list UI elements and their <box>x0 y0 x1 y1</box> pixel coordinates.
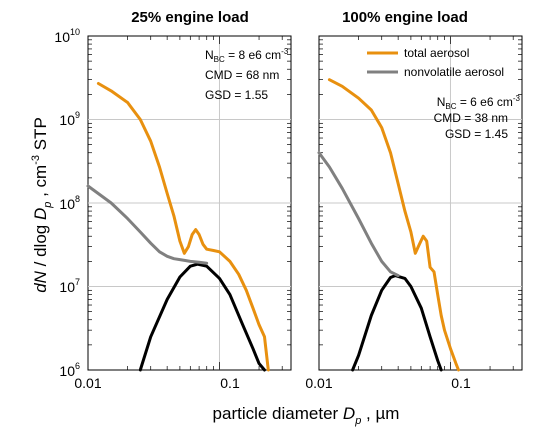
right-plot-area <box>317 78 460 372</box>
x-tick-label-left-0.1: 0.1 <box>220 375 240 391</box>
left-annotation: NBC = 8 e6 cm-3 CMD = 68 nm GSD = 1.55 <box>205 47 289 102</box>
left-series-total-aerosol <box>96 82 270 372</box>
left-gsd-annotation: GSD = 1.55 <box>205 88 268 102</box>
y-tick-label-1e7: 107 <box>59 277 80 295</box>
left-gridlines <box>87 36 291 370</box>
y-tick-labels: 1010 109 108 107 106 <box>54 27 80 379</box>
y-tick-label-1e8: 108 <box>59 194 80 212</box>
right-series-total-aerosol <box>327 78 460 372</box>
x-tick-label-right-0.01: 0.01 <box>305 375 332 391</box>
right-gridlines <box>318 36 522 370</box>
right-annotation: NBC = 6 e6 cm-3 CMD = 38 nm GSD = 1.45 <box>434 94 521 141</box>
left-series-nonvolatile-aerosol <box>86 184 209 265</box>
y-axis-label: dN / dlog Dp , cm-3 STP <box>30 117 54 293</box>
right-gsd-annotation: GSD = 1.45 <box>445 127 508 141</box>
legend-label-total: total aerosol <box>404 46 469 60</box>
x-tick-label-left-0.01: 0.01 <box>74 375 101 391</box>
right-cmd-annotation: CMD = 38 nm <box>434 111 508 125</box>
left-panel <box>86 35 292 372</box>
x-tick-label-right-0.1: 0.1 <box>451 375 471 391</box>
left-panel-title: 25% engine load <box>131 9 249 26</box>
right-series-black-carbon-fit <box>351 274 443 372</box>
right-panel <box>317 35 523 372</box>
y-tick-label-1e10: 1010 <box>54 27 80 45</box>
y-tick-label-1e6: 106 <box>59 361 80 379</box>
x-axis-label: particle diameter Dp , µm <box>213 404 400 427</box>
left-cmd-annotation: CMD = 68 nm <box>205 68 279 82</box>
left-nbc-annotation: NBC = 8 e6 cm-3 <box>205 47 289 64</box>
left-series-black-carbon-fit <box>138 262 266 372</box>
left-plot-area <box>86 82 270 372</box>
right-series-nonvolatile-aerosol <box>317 151 400 278</box>
right-panel-title: 100% engine load <box>342 9 468 26</box>
legend: total aerosol nonvolatile aerosol <box>367 46 504 79</box>
legend-label-nonvolatile: nonvolatile aerosol <box>404 65 504 79</box>
right-nbc-annotation: NBC = 6 e6 cm-3 <box>437 94 521 111</box>
y-tick-label-1e9: 109 <box>59 110 80 128</box>
